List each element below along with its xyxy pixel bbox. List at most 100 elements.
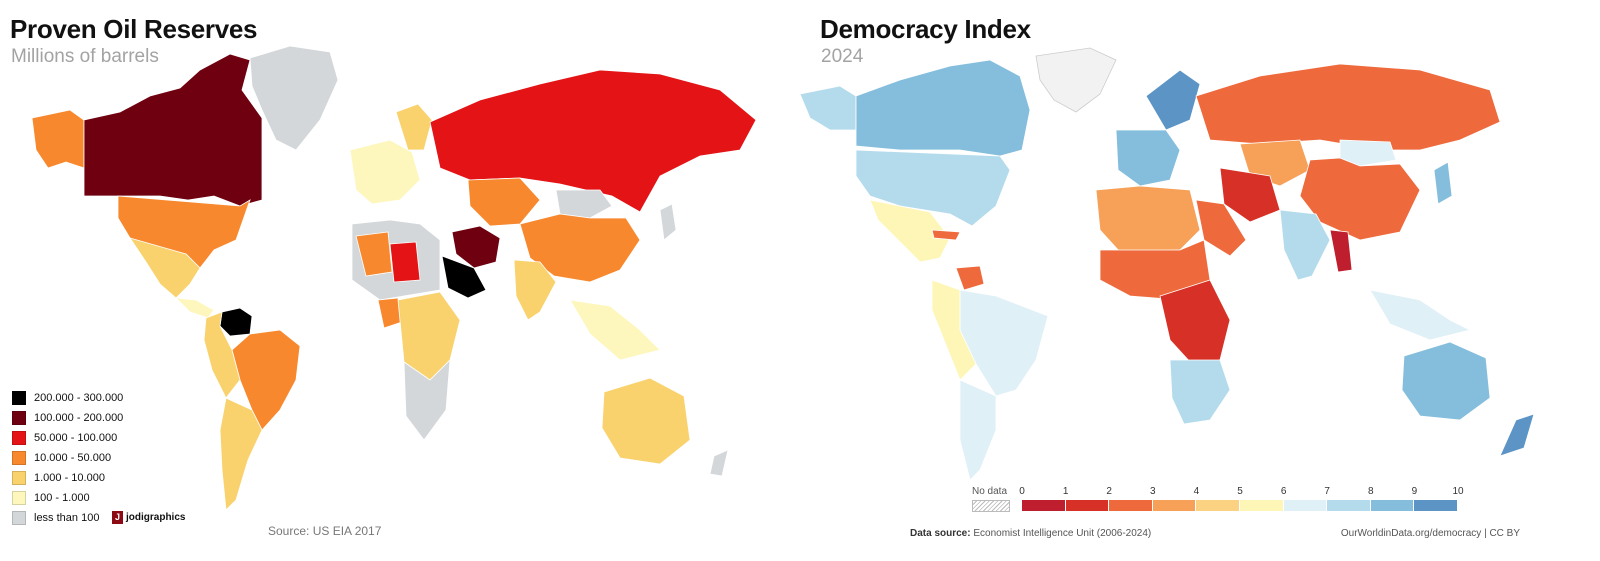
country-venezuela — [219, 307, 253, 337]
scale-tick-label: 5 — [1237, 486, 1243, 497]
scale-tick-label: 4 — [1193, 486, 1200, 497]
scale-segment — [1196, 500, 1239, 511]
oil-reserves-world-map — [31, 45, 757, 511]
scale-segment — [1240, 500, 1283, 511]
dem-new-zealand — [1499, 413, 1535, 457]
dem-japan — [1433, 161, 1453, 205]
dem-southern-cone — [959, 379, 997, 481]
legend-item: 100.000 - 200.000 — [12, 408, 123, 428]
oil-reserves-map-panel: Proven Oil Reserves Millions of barrels — [0, 0, 790, 561]
region-andes — [203, 311, 241, 399]
dem-venezuela — [955, 265, 985, 291]
scale-tick-label: 3 — [1150, 486, 1156, 497]
country-saudi-arabia — [441, 255, 487, 299]
dem-mexico — [869, 199, 951, 263]
legend-swatch — [12, 471, 26, 485]
legend-item: 200.000 - 300.000 — [12, 388, 123, 408]
scale-tick-label: 7 — [1324, 486, 1330, 497]
country-mexico — [129, 237, 201, 299]
dem-usa — [855, 149, 1011, 227]
scale-tick-label: 9 — [1411, 486, 1418, 497]
region-central-america — [174, 297, 215, 319]
dem-india — [1279, 209, 1331, 281]
democracy-map-subtitle: 2024 — [821, 46, 864, 67]
dem-iran-afghanistan — [1219, 167, 1281, 223]
oil-map-title: Proven Oil Reserves — [10, 14, 258, 44]
dem-brazil — [959, 289, 1049, 397]
country-india — [513, 259, 557, 321]
country-mongolia — [555, 189, 613, 219]
dem-russia — [1195, 63, 1501, 151]
region-scandinavia — [395, 103, 433, 151]
legend-item: 50.000 - 100.000 — [12, 428, 123, 448]
dem-western-europe — [1115, 129, 1181, 187]
owid-credit: OurWorldinData.org/democracy | CC BY — [1340, 528, 1520, 539]
no-data-label: No data — [972, 486, 1008, 497]
scale-segment — [1152, 500, 1196, 511]
region-southern-cone — [219, 397, 263, 511]
oil-map-source: Source: US EIA 2017 — [268, 524, 382, 538]
legend-item: 1.000 - 10.000 — [12, 468, 123, 488]
scale-tick-label: 2 — [1106, 486, 1112, 497]
country-new-zealand — [709, 449, 729, 477]
scale-segment — [1109, 500, 1152, 511]
democracy-index-map-panel: Democracy Index 2024 — [800, 0, 1600, 561]
scale-segment — [1327, 500, 1370, 511]
scale-segment — [1370, 500, 1414, 511]
source-text: Economist Intelligence Unit (2006-2024) — [973, 528, 1152, 539]
legend-swatch — [12, 391, 26, 405]
country-libya — [389, 241, 421, 283]
jodi-logo-text: jodigraphics — [126, 512, 186, 523]
dem-north-africa — [1095, 185, 1201, 253]
source-label: Data source: — [910, 528, 971, 539]
legend-swatch — [12, 451, 26, 465]
scale-segment — [1065, 500, 1109, 511]
country-canada — [83, 53, 263, 207]
dem-southern-africa — [1169, 359, 1231, 425]
dem-central-africa — [1159, 279, 1231, 365]
dem-china — [1299, 157, 1421, 241]
oil-map-legend: 200.000 - 300.000 100.000 - 200.000 50.0… — [12, 388, 123, 528]
legend-label: 200.000 - 300.000 — [34, 392, 124, 404]
legend-swatch — [12, 511, 26, 525]
dem-scandinavia — [1145, 69, 1201, 131]
region-western-europe — [349, 139, 421, 205]
democracy-map-title: Democracy Index — [820, 14, 1031, 44]
scale-tick-label: 1 — [1062, 486, 1069, 497]
dem-australia — [1401, 341, 1491, 421]
jodigraphics-logo: J jodigraphics — [112, 511, 185, 524]
legend-swatch — [12, 491, 26, 505]
legend-item: 100 - 1.000 — [12, 488, 123, 508]
scale-tick-label: 0 — [1019, 486, 1025, 497]
dem-arabia — [1195, 199, 1247, 257]
region-iran-iraq — [451, 225, 501, 269]
legend-label: less than 100 — [34, 512, 100, 524]
scale-tick-label: 6 — [1280, 486, 1287, 497]
dem-alaska — [800, 85, 857, 131]
legend-label: 100 - 1.000 — [34, 492, 90, 504]
scale-segment — [1022, 500, 1065, 511]
scale-tick-label: 10 — [1452, 486, 1464, 497]
legend-label: 50.000 - 100.000 — [34, 432, 118, 444]
legend-swatch — [12, 431, 26, 445]
scale-segment — [1283, 500, 1327, 511]
country-greenland — [249, 45, 339, 151]
dem-southeast-asia — [1369, 289, 1472, 341]
region-southern-africa — [403, 358, 451, 441]
dem-mongolia — [1339, 139, 1397, 167]
country-australia — [601, 377, 691, 465]
legend-label: 10.000 - 50.000 — [34, 452, 112, 464]
legend-swatch — [12, 411, 26, 425]
legend-label: 1.000 - 10.000 — [34, 472, 105, 484]
scale-segment — [1414, 500, 1457, 511]
democracy-world-map — [800, 47, 1535, 481]
legend-item: less than 100 — [12, 508, 123, 528]
country-japan — [659, 203, 677, 241]
country-algeria — [355, 231, 393, 277]
dem-andes — [931, 279, 977, 381]
legend-item: 10.000 - 50.000 — [12, 448, 123, 468]
dem-cuba — [931, 229, 961, 241]
dem-myanmar — [1329, 229, 1353, 273]
dem-canada — [855, 59, 1031, 157]
democracy-source: Data source: Economist Intelligence Unit… — [910, 528, 1151, 539]
